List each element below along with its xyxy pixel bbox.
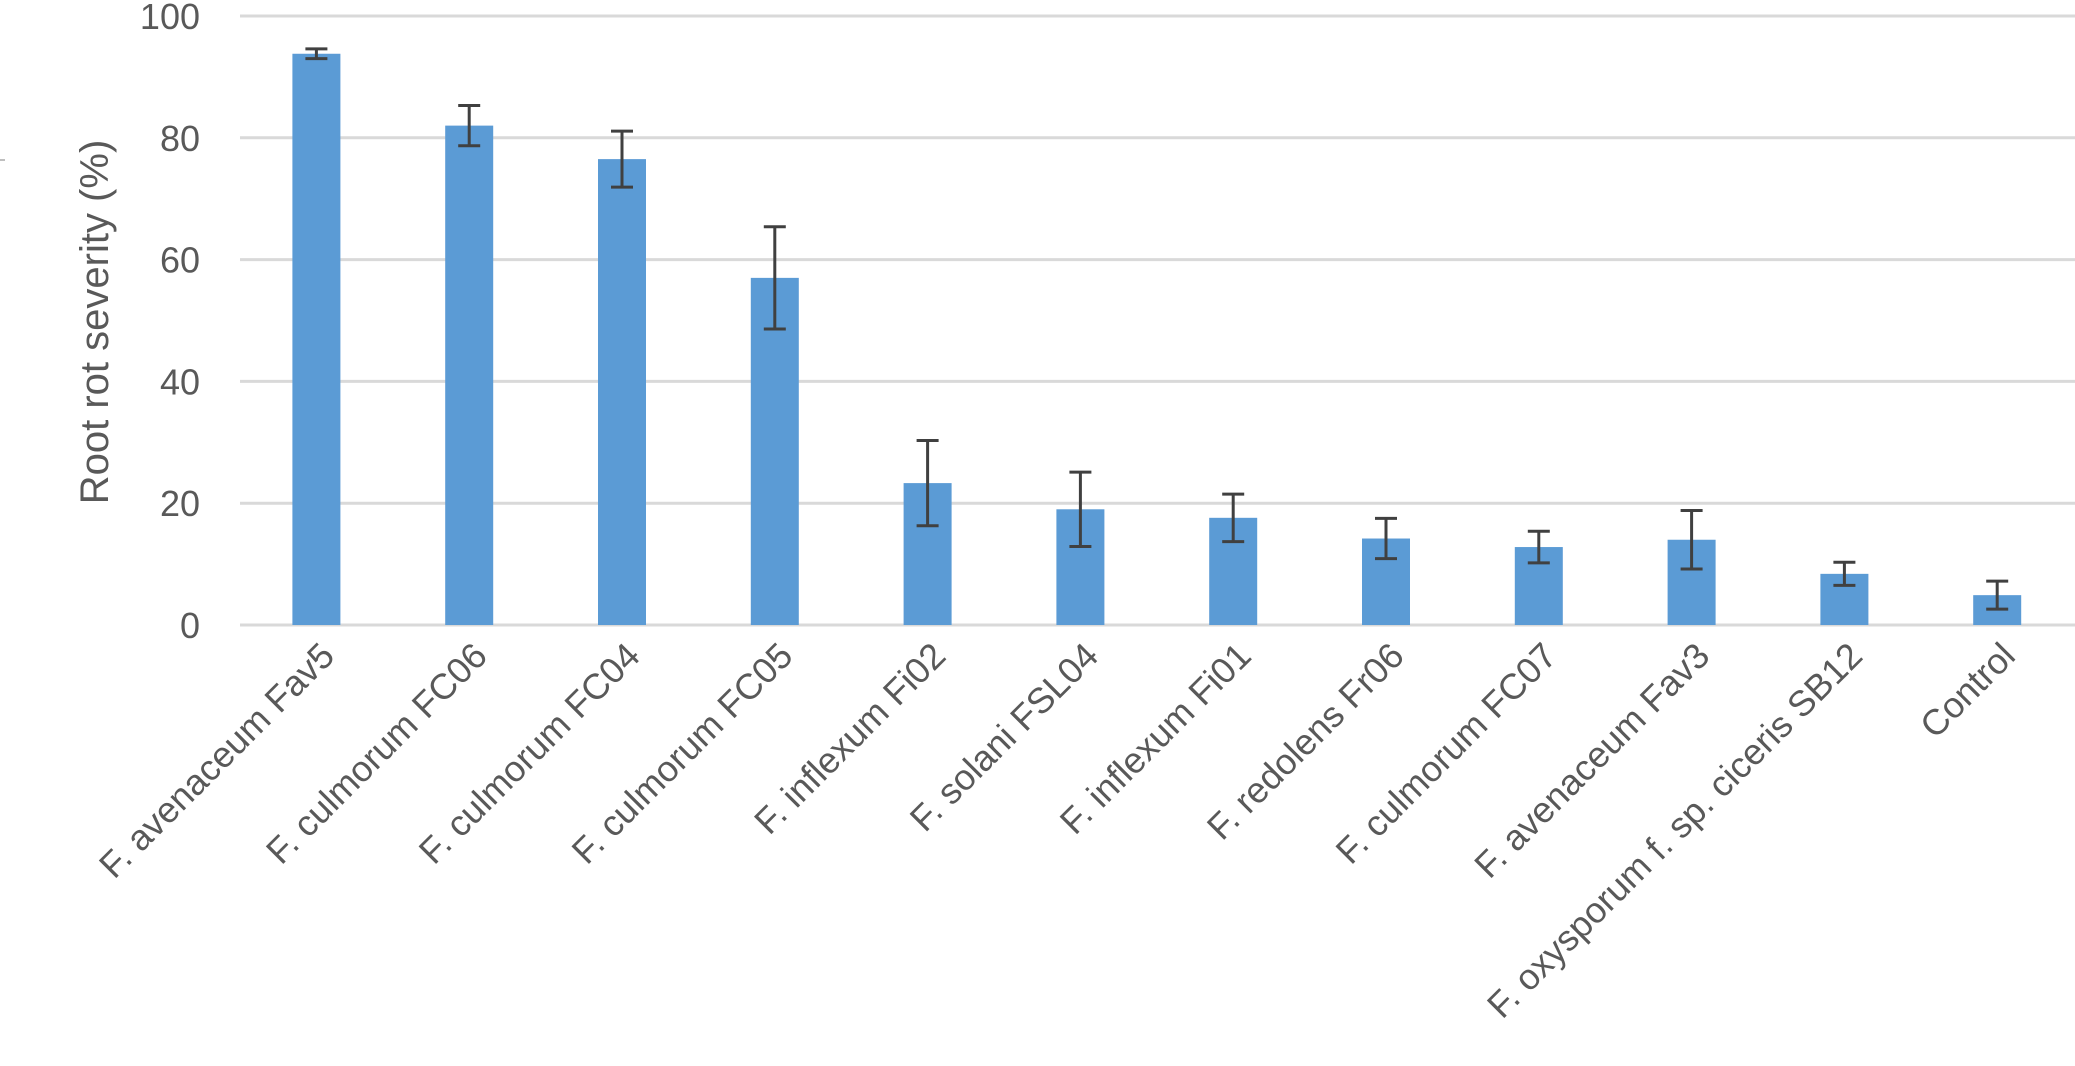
y-axis-title: Root rot severity (%) — [73, 140, 117, 505]
error-bars — [305, 47, 2009, 611]
gridlines — [240, 14, 2075, 627]
error-bar — [916, 438, 939, 528]
bar — [598, 159, 646, 626]
error-bar — [1680, 509, 1703, 571]
error-bar — [611, 129, 633, 189]
bar — [750, 277, 799, 625]
bar — [292, 53, 341, 626]
error-bar — [1069, 470, 1092, 548]
error-bar — [305, 47, 328, 61]
y-axis-ticks: 0 20 40 60 80 100 — [140, 0, 200, 646]
error-bar — [458, 104, 481, 148]
error-bar — [1986, 579, 2009, 611]
y-tick-label: 80 — [160, 118, 200, 159]
error-bar — [1833, 560, 1856, 587]
y-tick-label: 60 — [160, 240, 200, 281]
error-bar — [1375, 516, 1397, 561]
error-bar — [1527, 529, 1550, 565]
y-tick-label: 0 — [180, 605, 200, 646]
error-bar — [1222, 492, 1245, 544]
y-tick-label: 40 — [160, 361, 200, 402]
bar — [445, 125, 494, 626]
error-bar — [763, 225, 786, 331]
y-tick-label: 20 — [160, 483, 200, 524]
x-tick-label: Control — [1912, 635, 2023, 746]
bars — [292, 53, 2022, 626]
y-tick-label: 100 — [140, 0, 200, 37]
